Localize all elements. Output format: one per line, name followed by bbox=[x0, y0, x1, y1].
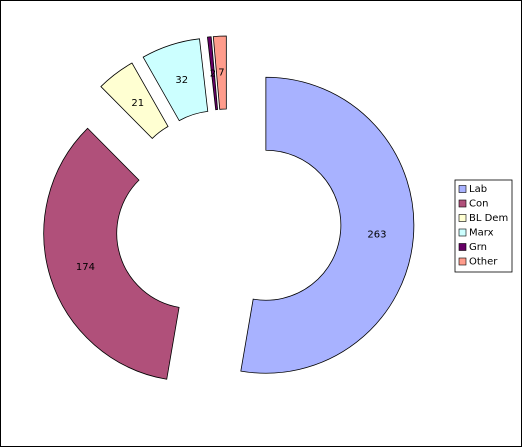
legend-swatch bbox=[458, 228, 467, 237]
legend-swatch bbox=[458, 199, 467, 208]
data-label: 7 bbox=[218, 68, 224, 79]
legend-label: Other bbox=[469, 257, 498, 268]
doughnut-slice bbox=[212, 35, 227, 110]
doughnut-slice bbox=[142, 38, 209, 122]
legend-swatch bbox=[458, 257, 467, 266]
legend-label: Con bbox=[469, 199, 488, 210]
doughnut-slice bbox=[240, 76, 415, 374]
data-label: 21 bbox=[131, 98, 144, 109]
doughnut-slice bbox=[43, 127, 180, 380]
doughnut-slice bbox=[207, 36, 219, 111]
legend-box bbox=[454, 179, 513, 273]
data-label: 32 bbox=[175, 75, 188, 86]
legend-label: BL Dem bbox=[469, 213, 508, 224]
data-label: 174 bbox=[76, 262, 95, 273]
data-label: 263 bbox=[367, 230, 386, 241]
legend-swatch bbox=[458, 185, 467, 193]
legend-swatch bbox=[458, 214, 467, 222]
data-label: 2 bbox=[210, 68, 216, 79]
legend-label: Lab bbox=[469, 184, 487, 195]
legend-label: Grn bbox=[469, 242, 487, 253]
legend: Lab Con BL Dem Marx Grn Other bbox=[454, 179, 513, 273]
legend-label: Marx bbox=[469, 228, 494, 239]
legend-swatch bbox=[458, 243, 467, 251]
doughnut-slice bbox=[100, 62, 169, 139]
